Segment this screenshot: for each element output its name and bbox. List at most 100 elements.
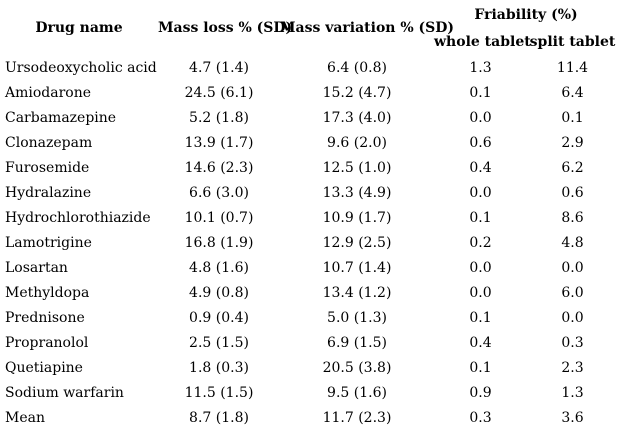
table-header: Drug name Mass loss % (SD) Mass variatio… xyxy=(0,0,618,55)
mass-variation-cell: 17.3 (4.0) xyxy=(322,109,392,126)
friability-split-cell: 8.6 xyxy=(561,209,584,226)
header-sub-row: whole tablet split tablet xyxy=(0,29,618,55)
mass-variation-cell: 13.3 (4.9) xyxy=(322,184,392,201)
mass-loss-cell: 11.5 (1.5) xyxy=(184,384,254,401)
drug-name-cell: Quetiapine xyxy=(5,359,83,376)
friability-split-cell: 6.0 xyxy=(561,284,584,301)
table-row: Propranolol 2.5 (1.5) 6.9 (1.5) 0.4 0.3 xyxy=(0,330,618,355)
friability-whole-cell: 0.6 xyxy=(469,134,492,151)
drug-name-cell: Sodium warfarin xyxy=(5,384,124,401)
mass-variation-cell: 9.5 (1.6) xyxy=(327,384,387,401)
friability-whole-cell: 0.0 xyxy=(469,284,492,301)
friability-whole-cell: 0.4 xyxy=(469,159,492,176)
col-header-drug-name: Drug name xyxy=(35,19,123,36)
friability-split-cell: 11.4 xyxy=(556,59,589,76)
table-row: Clonazepam 13.9 (1.7) 9.6 (2.0) 0.6 2.9 xyxy=(0,130,618,155)
friability-whole-cell: 1.3 xyxy=(469,59,492,76)
friability-split-cell: 0.6 xyxy=(561,184,584,201)
friability-whole-cell: 0.4 xyxy=(469,334,492,351)
col-header-friability-split: split tablet xyxy=(529,34,616,50)
mass-loss-cell: 1.8 (0.3) xyxy=(189,359,249,376)
table-row: Prednisone 0.9 (0.4) 5.0 (1.3) 0.1 0.0 xyxy=(0,305,618,330)
friability-whole-cell: 0.2 xyxy=(469,234,492,251)
mass-loss-cell: 16.8 (1.9) xyxy=(184,234,254,251)
header-group-row: Drug name Mass loss % (SD) Mass variatio… xyxy=(0,0,618,36)
mass-loss-cell: 13.9 (1.7) xyxy=(184,134,254,151)
friability-whole-cell: 0.0 xyxy=(469,259,492,276)
table-row: Quetiapine 1.8 (0.3) 20.5 (3.8) 0.1 2.3 xyxy=(0,355,618,380)
table-body: Ursodeoxycholic acid 4.7 (1.4) 6.4 (0.8)… xyxy=(0,55,618,430)
table-row: Carbamazepine 5.2 (1.8) 17.3 (4.0) 0.0 0… xyxy=(0,105,618,130)
mass-variation-cell: 6.9 (1.5) xyxy=(327,334,387,351)
friability-split-cell: 0.0 xyxy=(561,259,584,276)
table-row: Hydralazine 6.6 (3.0) 13.3 (4.9) 0.0 0.6 xyxy=(0,180,618,205)
friability-whole-cell: 0.9 xyxy=(469,384,492,401)
friability-split-cell: 0.1 xyxy=(561,109,584,126)
drug-name-cell: Propranolol xyxy=(5,334,89,351)
friability-whole-cell: 0.1 xyxy=(469,84,492,101)
mass-loss-cell: 24.5 (6.1) xyxy=(184,84,254,101)
table-row: Methyldopa 4.9 (0.8) 13.4 (1.2) 0.0 6.0 xyxy=(0,280,618,305)
mass-loss-cell: 4.8 (1.6) xyxy=(189,259,249,276)
col-header-friability-group: Friability (%) xyxy=(474,6,578,23)
table-row: Furosemide 14.6 (2.3) 12.5 (1.0) 0.4 6.2 xyxy=(0,155,618,180)
friability-whole-cell: 0.0 xyxy=(469,109,492,126)
drug-name-cell: Amiodarone xyxy=(5,84,92,101)
drug-name-cell: Clonazepam xyxy=(5,134,93,151)
table-row: Ursodeoxycholic acid 4.7 (1.4) 6.4 (0.8)… xyxy=(0,55,618,80)
friability-split-cell: 3.6 xyxy=(561,409,584,426)
mass-variation-cell: 6.4 (0.8) xyxy=(327,59,387,76)
mass-loss-cell: 4.7 (1.4) xyxy=(189,59,249,76)
mass-variation-cell: 13.4 (1.2) xyxy=(322,284,392,301)
mass-loss-cell: 5.2 (1.8) xyxy=(189,109,249,126)
drug-name-cell: Hydralazine xyxy=(5,184,92,201)
drug-name-cell: Lamotrigine xyxy=(5,234,92,251)
drug-name-cell: Carbamazepine xyxy=(5,109,117,126)
mass-variation-cell: 11.7 (2.3) xyxy=(322,409,392,426)
friability-split-cell: 2.3 xyxy=(561,359,584,376)
table-row: Hydrochlorothiazide 10.1 (0.7) 10.9 (1.7… xyxy=(0,205,618,230)
drug-name-cell: Ursodeoxycholic acid xyxy=(5,59,157,76)
friability-split-cell: 1.3 xyxy=(561,384,584,401)
mass-loss-cell: 10.1 (0.7) xyxy=(184,209,254,226)
table-row: Amiodarone 24.5 (6.1) 15.2 (4.7) 0.1 6.4 xyxy=(0,80,618,105)
mass-variation-cell: 15.2 (4.7) xyxy=(322,84,392,101)
mass-loss-cell: 8.7 (1.8) xyxy=(189,409,249,426)
drug-name-cell: Furosemide xyxy=(5,159,90,176)
col-header-mass-variation: Mass variation % (SD) xyxy=(280,19,455,36)
drug-name-cell: Hydrochlorothiazide xyxy=(5,209,151,226)
friability-split-cell: 6.2 xyxy=(561,159,584,176)
friability-split-cell: 2.9 xyxy=(561,134,584,151)
mass-variation-cell: 12.5 (1.0) xyxy=(322,159,392,176)
friability-whole-cell: 0.1 xyxy=(469,209,492,226)
drug-name-cell: Losartan xyxy=(5,259,68,276)
mass-variation-cell: 10.7 (1.4) xyxy=(322,259,392,276)
drug-name-cell: Mean xyxy=(5,409,45,426)
friability-split-cell: 0.3 xyxy=(561,334,584,351)
friability-split-cell: 4.8 xyxy=(561,234,584,251)
mass-loss-cell: 14.6 (2.3) xyxy=(184,159,254,176)
mass-variation-cell: 9.6 (2.0) xyxy=(327,134,387,151)
mass-loss-cell: 0.9 (0.4) xyxy=(189,309,249,326)
friability-split-cell: 6.4 xyxy=(561,84,584,101)
col-header-mass-loss: Mass loss % (SD) xyxy=(158,19,293,36)
friability-whole-cell: 0.1 xyxy=(469,309,492,326)
friability-split-cell: 0.0 xyxy=(561,309,584,326)
drug-name-cell: Methyldopa xyxy=(5,284,90,301)
friability-whole-cell: 0.1 xyxy=(469,359,492,376)
col-header-friability-whole: whole tablet xyxy=(434,34,531,50)
friability-whole-cell: 0.3 xyxy=(469,409,492,426)
mass-loss-cell: 6.6 (3.0) xyxy=(189,184,249,201)
drug-name-cell: Prednisone xyxy=(5,309,85,326)
mass-variation-cell: 10.9 (1.7) xyxy=(322,209,392,226)
table-row: Losartan 4.8 (1.6) 10.7 (1.4) 0.0 0.0 xyxy=(0,255,618,280)
mass-variation-cell: 5.0 (1.3) xyxy=(327,309,387,326)
mass-loss-cell: 4.9 (0.8) xyxy=(189,284,249,301)
mass-variation-cell: 20.5 (3.8) xyxy=(322,359,392,376)
table-row-mean: Mean 8.7 (1.8) 11.7 (2.3) 0.3 3.6 xyxy=(0,405,618,430)
table-row: Lamotrigine 16.8 (1.9) 12.9 (2.5) 0.2 4.… xyxy=(0,230,618,255)
friability-whole-cell: 0.0 xyxy=(469,184,492,201)
mass-loss-cell: 2.5 (1.5) xyxy=(189,334,249,351)
